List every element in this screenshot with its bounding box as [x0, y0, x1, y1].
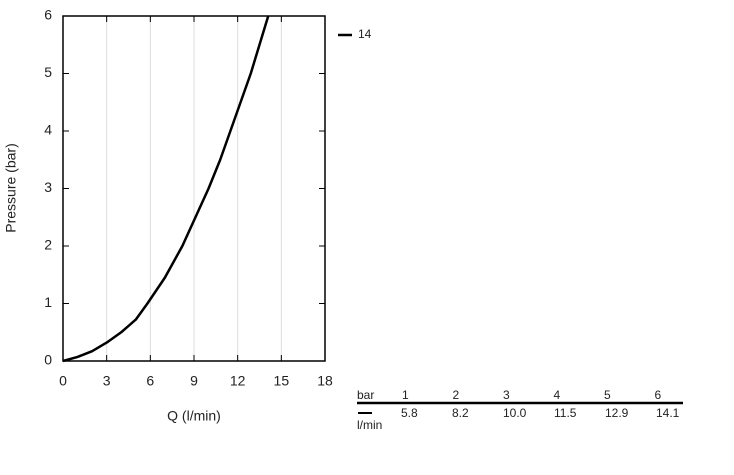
y-axis-label: Pressure (bar) [3, 143, 19, 232]
table-cell: 11.5 [554, 406, 577, 420]
table-cell: 14.1 [656, 406, 680, 420]
legend-label: 14 [358, 27, 372, 41]
x-tick-label: 6 [146, 373, 154, 389]
y-tick-label: 3 [44, 179, 52, 195]
table-header: 1 [402, 388, 409, 402]
table-header: 2 [453, 388, 460, 402]
x-tick-label: 15 [274, 373, 290, 389]
y-tick-label: 5 [44, 64, 52, 80]
y-tick-label: 2 [44, 237, 52, 253]
table-row-label: bar [357, 388, 374, 402]
table-header: 6 [655, 388, 662, 402]
x-tick-label: 3 [103, 373, 111, 389]
x-tick-label: 18 [317, 373, 333, 389]
table-cell: 5.8 [401, 406, 418, 420]
y-tick-label: 4 [44, 122, 52, 138]
table-cell: 8.2 [452, 406, 469, 420]
table-header: 3 [503, 388, 510, 402]
table-row-label: l/min [357, 418, 382, 432]
plot-frame [62, 15, 326, 362]
table-header: 4 [554, 388, 561, 402]
x-axis-label: Q (l/min) [167, 408, 221, 424]
x-tick-label: 12 [230, 373, 246, 389]
table-cell: 10.0 [503, 406, 527, 420]
data-line [62, 15, 270, 363]
x-tick-label: 9 [190, 373, 198, 389]
y-tick-label: 0 [44, 352, 52, 368]
x-tick-label: 0 [59, 373, 67, 389]
y-tick-label: 1 [44, 294, 52, 310]
y-tick-label: 6 [44, 7, 52, 23]
table-header: 5 [604, 388, 611, 402]
table-cell: 12.9 [605, 406, 629, 420]
